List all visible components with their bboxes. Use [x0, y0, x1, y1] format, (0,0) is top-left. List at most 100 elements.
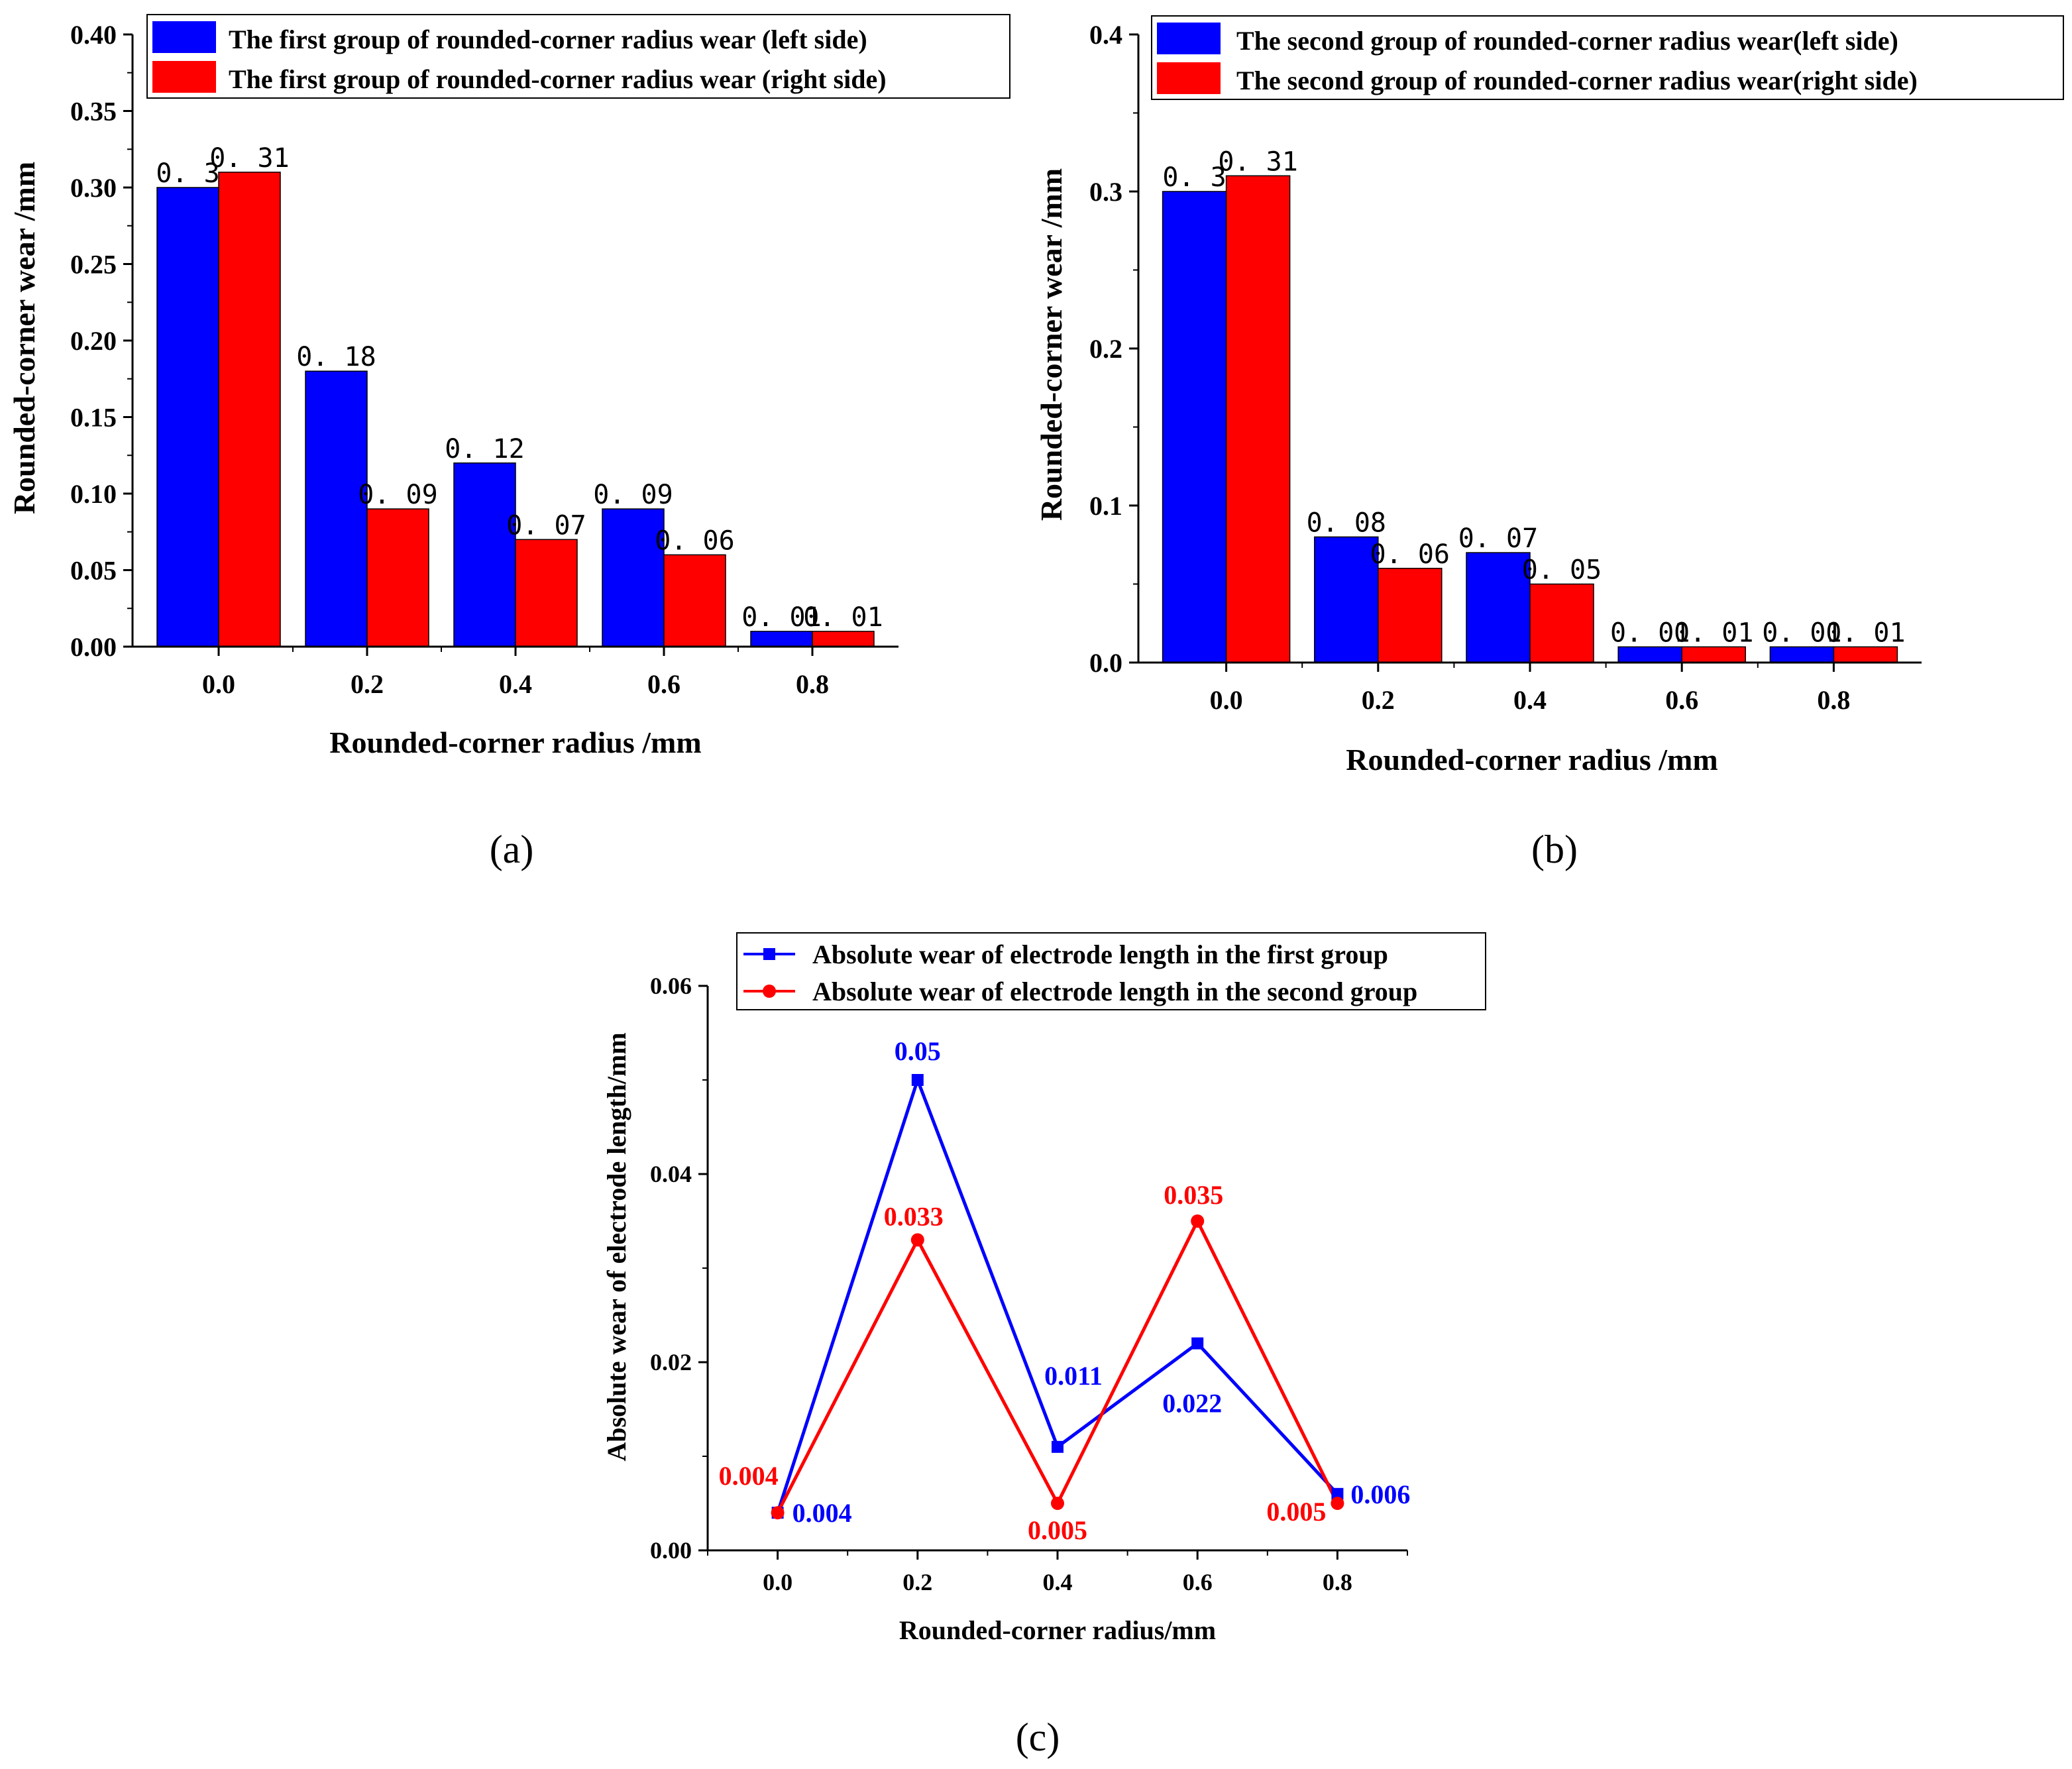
point-first-group	[1331, 1487, 1344, 1500]
chart-c-x-ticks: 0.0 0.2 0.4 0.6 0.8	[707, 1550, 1408, 1595]
point-first-group	[1052, 1440, 1063, 1453]
bar-a-left-0.4	[453, 462, 516, 647]
point-second-group	[1191, 1214, 1205, 1228]
chart-a-x-axis-title: Rounded-corner radius /mm	[329, 725, 701, 759]
data-label-second-group: 0.005	[1266, 1497, 1326, 1527]
chart-a-data-labels: 0. 30. 310. 180. 090. 120. 070. 090. 060…	[156, 143, 883, 633]
chart-a-y-tick-label: 0.40	[70, 20, 117, 50]
legend-swatch-b-left	[1157, 23, 1221, 54]
legend-label-b-left: The second group of rounded-corner radiu…	[1236, 26, 1898, 56]
data-label-first-group: 0.05	[895, 1036, 941, 1066]
chart-c-data-labels: 0.004 0.05 0.011 0.022 0.006 0.004 0.033 0.005 0…	[719, 1036, 1411, 1545]
data-label-b-left: 0. 3	[1162, 162, 1226, 193]
chart-a: 0.00 0.05 0.10 0.15 0.20 0.25 0.30 0.35 0.40 0.0…	[7, 14, 1010, 871]
chart-c-y-tick-label: 0.06	[650, 973, 692, 999]
chart-a-x-tick-label: 0.2	[351, 669, 384, 699]
bar-a-right-0.6	[663, 554, 726, 647]
bar-b-left-0.2	[1314, 536, 1379, 663]
legend-marker-c-first	[763, 948, 775, 960]
bar-b-right-0.4	[1529, 583, 1594, 663]
chart-b-x-tick-label: 0.8	[1817, 685, 1850, 715]
chart-b-y-tick-label: 0.2	[1089, 334, 1122, 364]
chart-a-x-ticks: 0.0 0.2 0.4 0.6 0.8	[202, 647, 829, 699]
data-label-a-right: 0. 09	[358, 480, 437, 510]
bar-a-right-0.2	[366, 508, 429, 647]
chart-b-bars	[1162, 175, 1898, 663]
chart-c-y-tick-label: 0.00	[650, 1537, 692, 1564]
chart-b-y-tick-label: 0.0	[1089, 648, 1122, 678]
bar-b-right-0.0	[1225, 175, 1291, 663]
chart-a-y-tick-label: 0.30	[70, 173, 117, 203]
legend-label-a-right: The first group of rounded-corner radius…	[229, 64, 887, 94]
chart-b-x-tick-label: 0.0	[1210, 685, 1243, 715]
data-label-b-right: 0. 01	[1826, 617, 1905, 648]
data-label-a-right: 0. 06	[655, 525, 734, 556]
data-label-first-group: 0.022	[1162, 1389, 1222, 1419]
chart-c-x-axis-title: Rounded-corner radius/mm	[899, 1615, 1216, 1645]
legend-label-c-first: Absolute wear of electrode length in the…	[812, 939, 1388, 969]
chart-c-x-tick-label: 0.0	[763, 1569, 792, 1595]
chart-b-x-tick-label: 0.2	[1362, 685, 1395, 715]
chart-c-x-tick-label: 0.8	[1323, 1569, 1352, 1595]
bar-b-right-0.2	[1378, 568, 1443, 663]
bar-a-left-0.6	[602, 508, 665, 647]
bar-b-left-0.6	[1617, 646, 1682, 663]
legend-label-c-second: Absolute wear of electrode length in the…	[812, 977, 1417, 1006]
chart-c-lines	[771, 1074, 1344, 1520]
data-label-b-right: 0. 05	[1522, 555, 1602, 586]
chart-a-bars	[156, 172, 875, 647]
chart-b-y-axis-title: Rounded-corner wear /mm	[1034, 168, 1068, 521]
data-label-b-left: 0. 01	[1610, 617, 1690, 648]
data-label-b-left: 0. 07	[1458, 523, 1538, 554]
legend-swatch-a-right	[152, 61, 216, 93]
data-label-a-right: 0. 31	[209, 143, 289, 174]
chart-c-x-tick-label: 0.4	[1043, 1569, 1073, 1595]
data-label-a-left: 0. 18	[296, 342, 376, 372]
chart-a-x-tick-label: 0.6	[647, 669, 681, 699]
chart-c: 0.000.020.040.06 0.0 0.2 0.4 0.6 0.8 0.0040.…	[602, 932, 1486, 1759]
chart-a-y-tick-label: 0.00	[70, 632, 117, 662]
point-first-group	[1191, 1337, 1204, 1350]
chart-c-x-tick-label: 0.2	[902, 1569, 932, 1595]
data-label-a-left: 0. 01	[741, 602, 821, 633]
data-label-b-right: 0. 06	[1370, 539, 1450, 570]
chart-b-x-tick-label: 0.4	[1513, 685, 1547, 715]
chart-a-y-ticks: 0.00 0.05 0.10 0.15 0.20 0.25 0.30 0.35 0.40	[70, 20, 133, 662]
data-label-b-right: 0. 01	[1674, 617, 1753, 648]
chart-a-y-axis-title: Rounded-corner wear /mm	[7, 162, 41, 514]
chart-a-x-tick-label: 0.4	[499, 669, 532, 699]
bar-a-left-0.0	[156, 187, 219, 647]
chart-c-y-axis-title: Absolute wear of electrode length/mm	[602, 1032, 631, 1461]
bar-b-left-0.4	[1466, 552, 1531, 663]
point-second-group	[771, 1506, 785, 1520]
bar-b-left-0.8	[1769, 646, 1835, 663]
chart-c-x-tick-label: 0.6	[1183, 1569, 1213, 1595]
panel-label-a: (a)	[490, 828, 534, 871]
data-label-second-group: 0.004	[719, 1461, 779, 1491]
data-label-a-left: 0. 12	[445, 434, 524, 464]
chart-b-y-tick-label: 0.3	[1089, 177, 1122, 207]
chart-a-legend: The first group of rounded-corner radius…	[146, 14, 1010, 99]
chart-a-y-tick-label: 0.05	[70, 556, 117, 586]
chart-a-y-tick-label: 0.25	[70, 250, 117, 280]
data-label-a-left: 0. 3	[156, 158, 219, 189]
chart-a-y-tick-label: 0.20	[70, 326, 117, 356]
data-label-b-right: 0. 31	[1218, 146, 1297, 177]
point-second-group	[910, 1233, 924, 1247]
panel-label-b: (b)	[1531, 828, 1578, 871]
point-first-group	[911, 1074, 924, 1086]
chart-b: 0.0 0.1 0.2 0.3 0.4 0.0 0.2 0.4 0.6 0.8 0. 30. 3…	[1034, 15, 2064, 871]
bar-b-left-0.0	[1162, 191, 1227, 663]
chart-c-legend: Absolute wear of electrode length in the…	[736, 932, 1486, 1010]
legend-label-a-left: The first group of rounded-corner radius…	[229, 25, 867, 54]
chart-b-legend: The second group of rounded-corner radiu…	[1151, 15, 2064, 100]
chart-a-y-tick-label: 0.35	[70, 97, 117, 127]
chart-b-x-tick-label: 0.6	[1665, 685, 1698, 715]
chart-a-x-tick-label: 0.0	[202, 669, 235, 699]
data-label-second-group: 0.005	[1028, 1515, 1087, 1545]
bar-a-left-0.2	[305, 370, 368, 647]
data-label-second-group: 0.033	[884, 1201, 944, 1231]
legend-swatch-a-left	[152, 21, 216, 53]
bar-a-right-0.0	[218, 172, 281, 647]
bar-a-right-0.8	[812, 631, 875, 647]
